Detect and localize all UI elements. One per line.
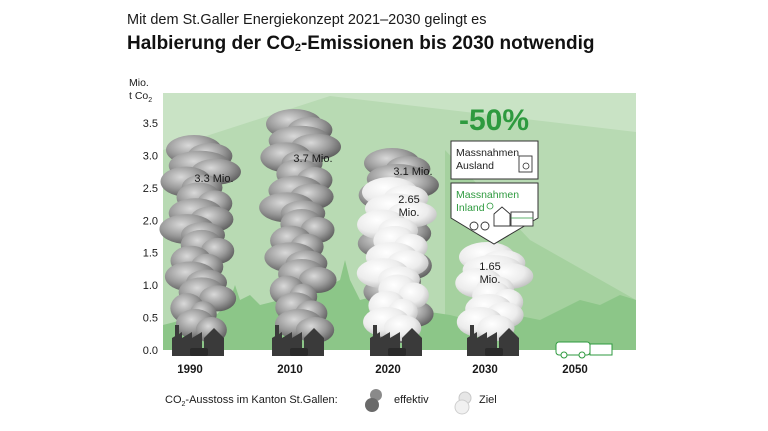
sun-icon: [486, 202, 494, 210]
title-part-1: Halbierung der CO: [127, 33, 295, 54]
y-tick-label: 1.0: [143, 280, 158, 292]
factory-icon: [172, 325, 224, 356]
data-label: 1.65: [479, 261, 500, 273]
x-tick-label: 2010: [277, 364, 303, 376]
y-axis-label-line2: t Co2: [129, 90, 152, 107]
data-label: Mio.: [480, 274, 501, 286]
solar-building-icon: [510, 211, 534, 227]
car-icon: [388, 348, 406, 356]
data-label: Mio.: [399, 207, 420, 219]
y-axis-ticks: 0.0 0.5 1.0 1.5 2.0 2.5 3.0 3.5: [143, 118, 158, 357]
y-axis-label-line1: Mio.: [129, 77, 149, 89]
box-ausland-line2: Ausland: [456, 160, 494, 172]
x-axis-labels: 1990 2010 2020 2030 2050: [177, 364, 588, 376]
y-axis-unit: t Co: [129, 90, 149, 102]
factory-icon: [272, 325, 324, 356]
bicycle-icon: [469, 221, 490, 231]
y-tick-label: 0.0: [143, 345, 158, 357]
x-tick-label: 2020: [375, 364, 401, 376]
y-tick-label: 3.5: [143, 118, 158, 130]
house-icon: [486, 202, 511, 227]
data-label: 2.65: [398, 194, 419, 206]
x-tick-label: 2050: [562, 364, 588, 376]
title-subscript: 2: [294, 42, 301, 54]
y-tick-label: 0.5: [143, 313, 158, 325]
y-tick-label: 3.0: [143, 150, 158, 162]
car-icon: [290, 348, 308, 356]
title-part-2: -Emissionen bis 2030 notwendig: [300, 33, 595, 54]
smoke-ziel-2030: [455, 241, 534, 341]
box-inland-line2: Inland: [456, 202, 485, 214]
y-tick-label: 2.5: [143, 183, 158, 195]
legend-prefix: CO2-Ausstoss im Kanton St.Gallen:: [165, 394, 338, 408]
legend-effektiv-label: effektiv: [394, 394, 429, 406]
reduction-label: -50%: [459, 104, 529, 137]
factories: [172, 325, 519, 356]
x-tick-label: 2030: [472, 364, 498, 376]
data-label: 3.3 Mio.: [194, 173, 233, 185]
car-icon: [485, 348, 503, 356]
target-2050-icons: [555, 341, 613, 359]
chart-subtitle: Mit dem St.Galler Energiekonzept 2021–20…: [127, 12, 487, 28]
data-label: 3.1 Mio.: [393, 166, 432, 178]
chart-title: Halbierung der CO2-Emissionen bis 2030 n…: [127, 33, 595, 55]
factory-icon: [467, 325, 519, 356]
car-icon: [190, 348, 208, 356]
box-inland-line1: Massnahmen: [456, 189, 519, 201]
legend-prefix-text: -Ausstoss im Kanton St.Gallen:: [185, 394, 338, 406]
box-ausland: Massnahmen Ausland: [450, 140, 539, 180]
smoke-effektiv-2010: [259, 109, 342, 343]
legend-co-sub: 2: [181, 401, 186, 409]
y-tick-label: 1.5: [143, 248, 158, 260]
data-label: 3.7 Mio.: [293, 153, 332, 165]
smoke-columns: [159, 109, 534, 343]
legend-co: CO: [165, 394, 182, 406]
y-tick-label: 2.0: [143, 215, 158, 227]
legend-ziel-label: Ziel: [479, 394, 497, 406]
y-axis-unit-sub: 2: [148, 97, 153, 105]
box-ausland-line1: Massnahmen: [456, 147, 519, 159]
certificate-icon: [518, 155, 533, 173]
box-inland: Massnahmen Inland: [450, 182, 539, 245]
x-tick-label: 1990: [177, 364, 203, 376]
factory-icon: [370, 325, 422, 356]
smoke-effektiv-1990: [159, 134, 241, 343]
y-axis-label: Mio. t Co2: [129, 77, 152, 107]
